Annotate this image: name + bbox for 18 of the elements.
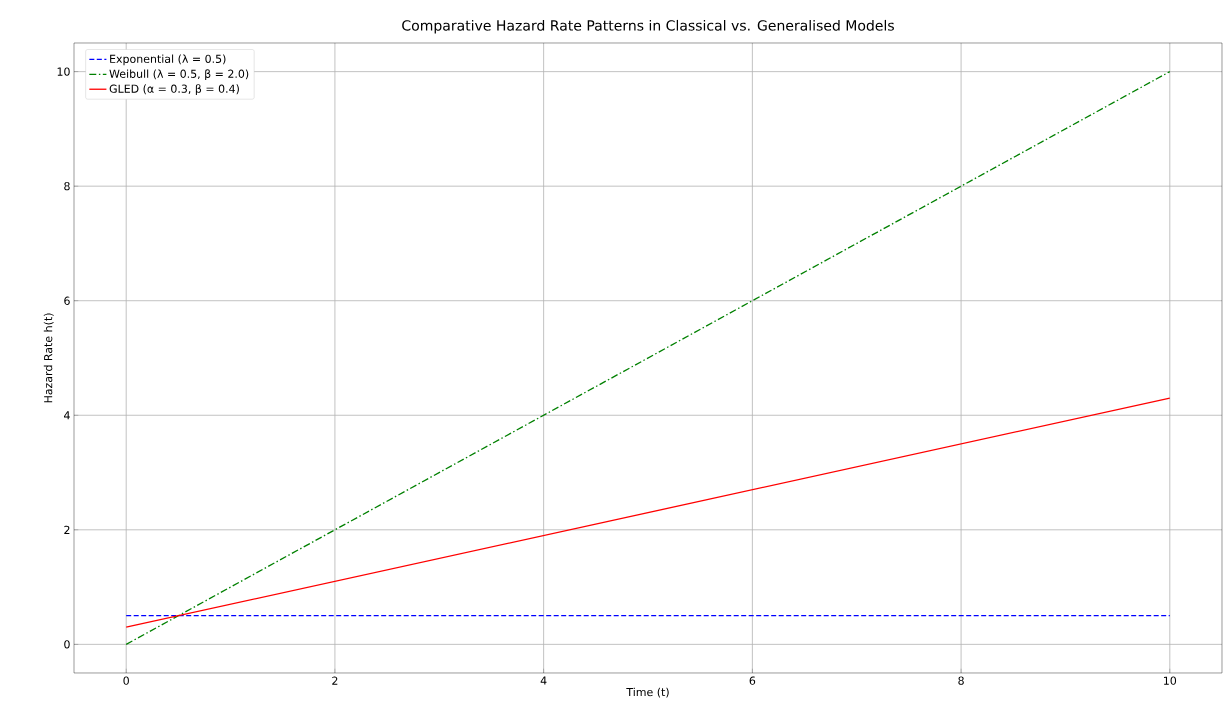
legend-label: Weibull (λ = 0.5, β = 2.0)	[109, 69, 249, 81]
y-tick-label: 0	[64, 640, 70, 649]
x-tick-label: 4	[540, 676, 547, 685]
chart-title: Comparative Hazard Rate Patterns in Classical vs. Generalised Models	[402, 19, 894, 34]
legend-label: GLED (α = 0.3, β = 0.4)	[109, 84, 239, 95]
x-tick-label: 0	[123, 676, 129, 685]
y-tick-label: 4	[64, 411, 70, 420]
y-tick-label: 6	[64, 296, 70, 305]
x-tick-label: 2	[332, 676, 338, 685]
legend-label: Exponential (λ = 0.5)	[110, 54, 226, 66]
y-tick-label: 2	[64, 525, 70, 534]
x-axis-title: Time (t)	[626, 687, 669, 698]
x-tick-label: 6	[749, 676, 756, 685]
x-tick-label: 10	[1164, 676, 1177, 685]
y-tick-label: 10	[57, 67, 70, 76]
y-tick-label: 8	[64, 182, 70, 191]
x-tick-label: 8	[958, 676, 964, 685]
y-axis-title: Hazard Rate h(t)	[43, 313, 54, 403]
